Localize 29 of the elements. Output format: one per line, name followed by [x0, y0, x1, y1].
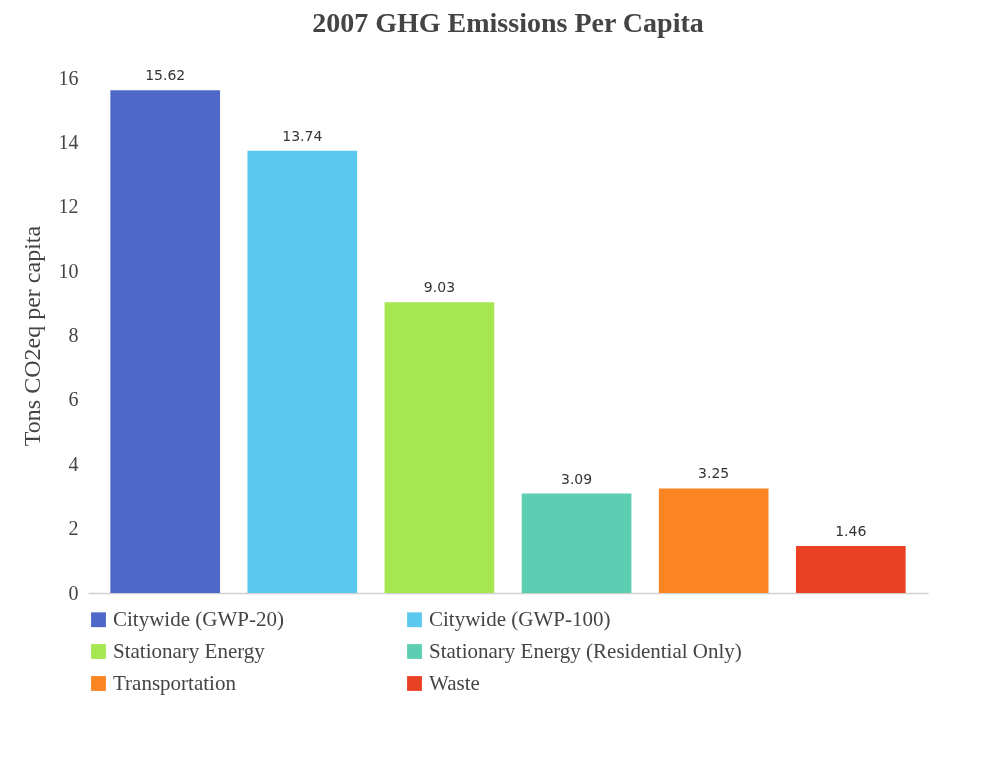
y-tick-label: 16 [58, 66, 79, 89]
chart-title: 2007 GHG Emissions Per Capita [312, 7, 704, 38]
y-tick-label: 6 [68, 388, 79, 411]
data-label: 1.46 [835, 523, 867, 540]
bar [110, 90, 221, 593]
bar [658, 488, 769, 593]
y-tick-label: 14 [58, 130, 79, 153]
legend-label: Citywide (GWP-20) [113, 606, 284, 631]
y-axis-title: Tons CO2eq per capita [18, 225, 45, 447]
y-tick-label: 12 [58, 195, 79, 218]
legend-label: Citywide (GWP-100) [429, 606, 611, 631]
data-label: 3.09 [560, 470, 593, 487]
bar [521, 493, 632, 593]
bar [384, 302, 495, 593]
y-tick-label: 10 [58, 259, 79, 282]
y-tick-label: 4 [68, 452, 79, 475]
legend-label: Waste [429, 670, 480, 695]
legend-label: Stationary Energy [113, 638, 266, 663]
data-label: 15.62 [145, 67, 186, 84]
y-tick-label: 2 [68, 517, 79, 540]
y-tick-label: 0 [68, 581, 79, 604]
data-label: 9.03 [423, 279, 456, 296]
y-tick-label: 8 [68, 324, 79, 346]
bar [247, 150, 358, 593]
legend-label: Stationary Energy (Residential Only) [429, 638, 742, 663]
legend-label: Transportation [113, 670, 237, 695]
data-label: 3.25 [698, 465, 730, 482]
bar [795, 546, 906, 593]
data-label: 13.74 [282, 127, 323, 144]
